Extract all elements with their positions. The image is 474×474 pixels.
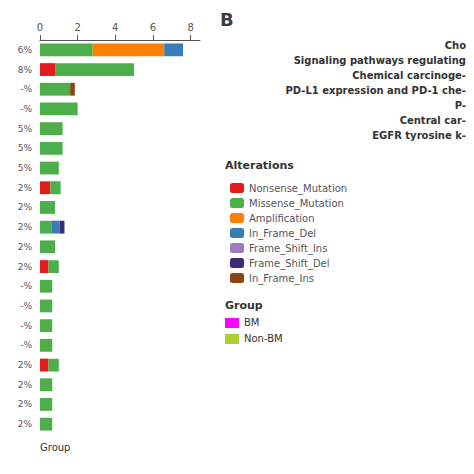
svg-text:Frame_Shift_Ins: Frame_Shift_Ins [249,243,327,255]
svg-text:4: 4 [112,22,118,33]
svg-text:6: 6 [150,22,156,33]
svg-text:PD-L1 expression and PD-1 che-: PD-L1 expression and PD-1 che- [285,85,466,96]
svg-text:6%: 6% [18,45,33,55]
svg-text:-%: -% [20,301,32,311]
svg-text:5%: 5% [18,163,33,173]
svg-text:Missense_Mutation: Missense_Mutation [249,198,344,210]
svg-text:2%: 2% [18,222,33,232]
svg-text:Frame_Shift_Del: Frame_Shift_Del [249,258,330,270]
svg-text:Chemical carcinoge-: Chemical carcinoge- [352,70,466,81]
svg-text:2%: 2% [18,380,33,390]
svg-text:2%: 2% [18,360,33,370]
svg-text:Group: Group [225,299,263,312]
svg-text:Cho: Cho [445,40,466,51]
svg-text:-%: -% [20,281,32,291]
svg-text:Signaling pathways regulating: Signaling pathways regulating [294,55,466,66]
svg-text:8%: 8% [18,65,33,75]
svg-text:-%: -% [20,84,32,94]
svg-text:-%: -% [20,340,32,350]
svg-text:Central car-: Central car- [400,115,466,126]
svg-text:Nonsense_Mutation: Nonsense_Mutation [249,183,347,195]
svg-text:-%: -% [20,321,32,331]
svg-text:In_Frame_Del: In_Frame_Del [249,228,316,240]
svg-text:5%: 5% [18,143,33,153]
svg-text:2%: 2% [18,399,33,409]
svg-text:5%: 5% [18,124,33,134]
svg-text:BM: BM [244,317,260,328]
svg-text:8: 8 [187,22,193,33]
svg-text:Alterations: Alterations [225,159,294,172]
svg-text:P-: P- [455,100,466,111]
svg-text:In_Frame_Ins: In_Frame_Ins [249,273,314,285]
svg-text:Amplification: Amplification [249,213,315,224]
svg-text:2: 2 [74,22,80,33]
svg-text:2%: 2% [18,202,33,212]
svg-text:Non-BM: Non-BM [244,333,283,344]
svg-text:2%: 2% [18,242,33,252]
svg-text:2%: 2% [18,183,33,193]
svg-text:0: 0 [37,22,43,33]
svg-text:EGFR tyrosine k-: EGFR tyrosine k- [372,130,466,141]
svg-text:2%: 2% [18,262,33,272]
svg-text:2%: 2% [18,419,33,429]
svg-text:-%: -% [20,104,32,114]
svg-text:B: B [220,9,234,30]
svg-text:Group: Group [40,442,70,453]
